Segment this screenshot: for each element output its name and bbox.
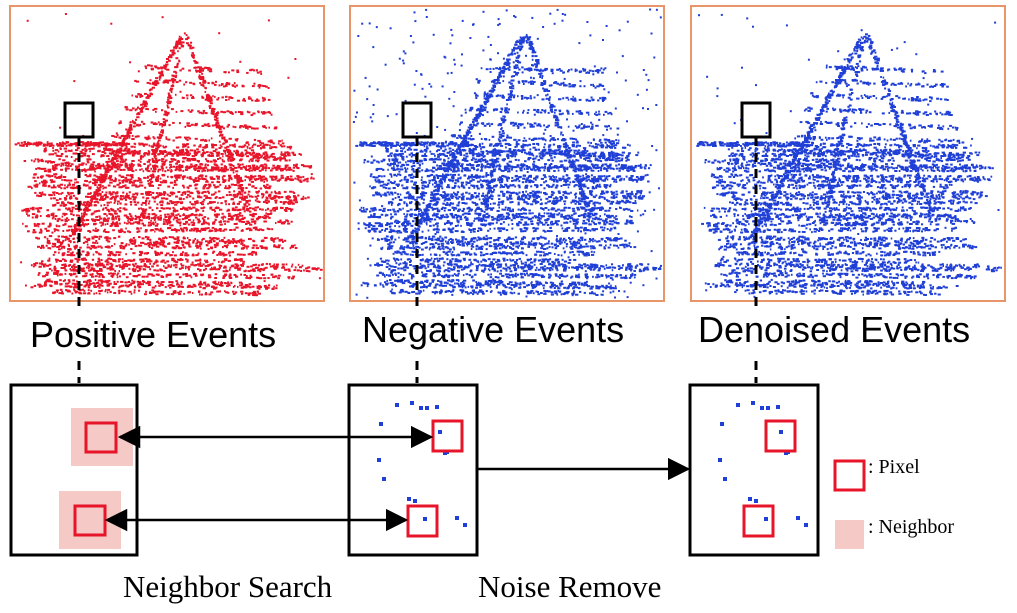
negative-event-dots bbox=[352, 8, 662, 299]
event-dot bbox=[718, 458, 722, 462]
event-dot bbox=[784, 451, 788, 455]
event-dot bbox=[796, 516, 800, 520]
event-dot bbox=[438, 430, 442, 434]
event-dot bbox=[764, 517, 768, 521]
event-dot bbox=[776, 405, 780, 409]
event-dot bbox=[779, 430, 783, 434]
legend: : Pixel : Neighbor bbox=[833, 456, 954, 549]
legend-pixel-swatch bbox=[833, 459, 866, 492]
denoised-event-dots bbox=[696, 13, 1002, 298]
positive-events-panel bbox=[9, 5, 325, 302]
event-dot bbox=[754, 499, 758, 503]
event-dot bbox=[736, 403, 740, 407]
event-dot bbox=[379, 422, 383, 426]
event-dot bbox=[407, 497, 411, 501]
event-dot bbox=[377, 458, 381, 462]
denoised-zoom-box bbox=[688, 383, 820, 557]
positive-label-bg bbox=[28, 312, 308, 360]
event-dot bbox=[413, 499, 417, 503]
denoised-events-panel bbox=[690, 5, 1006, 302]
legend-neighbor-swatch bbox=[835, 520, 864, 549]
denoised-events-label: Denoised Events bbox=[698, 309, 970, 350]
denoised-zoom-frame bbox=[688, 383, 820, 557]
event-dot bbox=[410, 401, 414, 405]
negative-zoom-frame bbox=[347, 383, 479, 557]
negative-zoom-dots bbox=[377, 401, 467, 527]
denoised-pixel-box-bottom bbox=[742, 504, 775, 538]
positive-zoom-box bbox=[9, 383, 139, 557]
event-dot bbox=[751, 401, 755, 405]
event-dot bbox=[766, 406, 770, 410]
negative-label-bg bbox=[360, 306, 660, 354]
event-dot bbox=[435, 405, 439, 409]
legend-pixel-label: : Pixel bbox=[868, 456, 920, 478]
noise-remove-label: Noise Remove bbox=[478, 569, 661, 604]
negative-events-label: Negative Events bbox=[362, 309, 624, 350]
denoised-label-bg bbox=[695, 306, 1003, 354]
event-dot bbox=[804, 523, 808, 527]
event-dot bbox=[463, 523, 467, 527]
event-dot bbox=[423, 517, 427, 521]
legend-neighbor-label: : Neighbor bbox=[868, 516, 954, 538]
event-dot bbox=[425, 406, 429, 410]
neighbor-search-label: Neighbor Search bbox=[123, 569, 333, 604]
event-dot bbox=[443, 451, 447, 455]
event-dot bbox=[382, 477, 386, 481]
denoised-pixel-box-top bbox=[764, 419, 797, 453]
pixel-box-top bbox=[84, 421, 118, 454]
event-dot bbox=[720, 422, 724, 426]
event-dot bbox=[723, 477, 727, 481]
event-dot bbox=[748, 497, 752, 501]
event-dot bbox=[395, 403, 399, 407]
event-dot bbox=[760, 406, 764, 410]
event-dot bbox=[455, 516, 459, 520]
negative-zoom-box bbox=[347, 383, 479, 557]
negative-events-panel bbox=[349, 5, 665, 302]
event-dot bbox=[419, 406, 423, 410]
positive-events-label: Positive Events bbox=[30, 314, 276, 355]
positive-event-dots bbox=[14, 13, 323, 297]
